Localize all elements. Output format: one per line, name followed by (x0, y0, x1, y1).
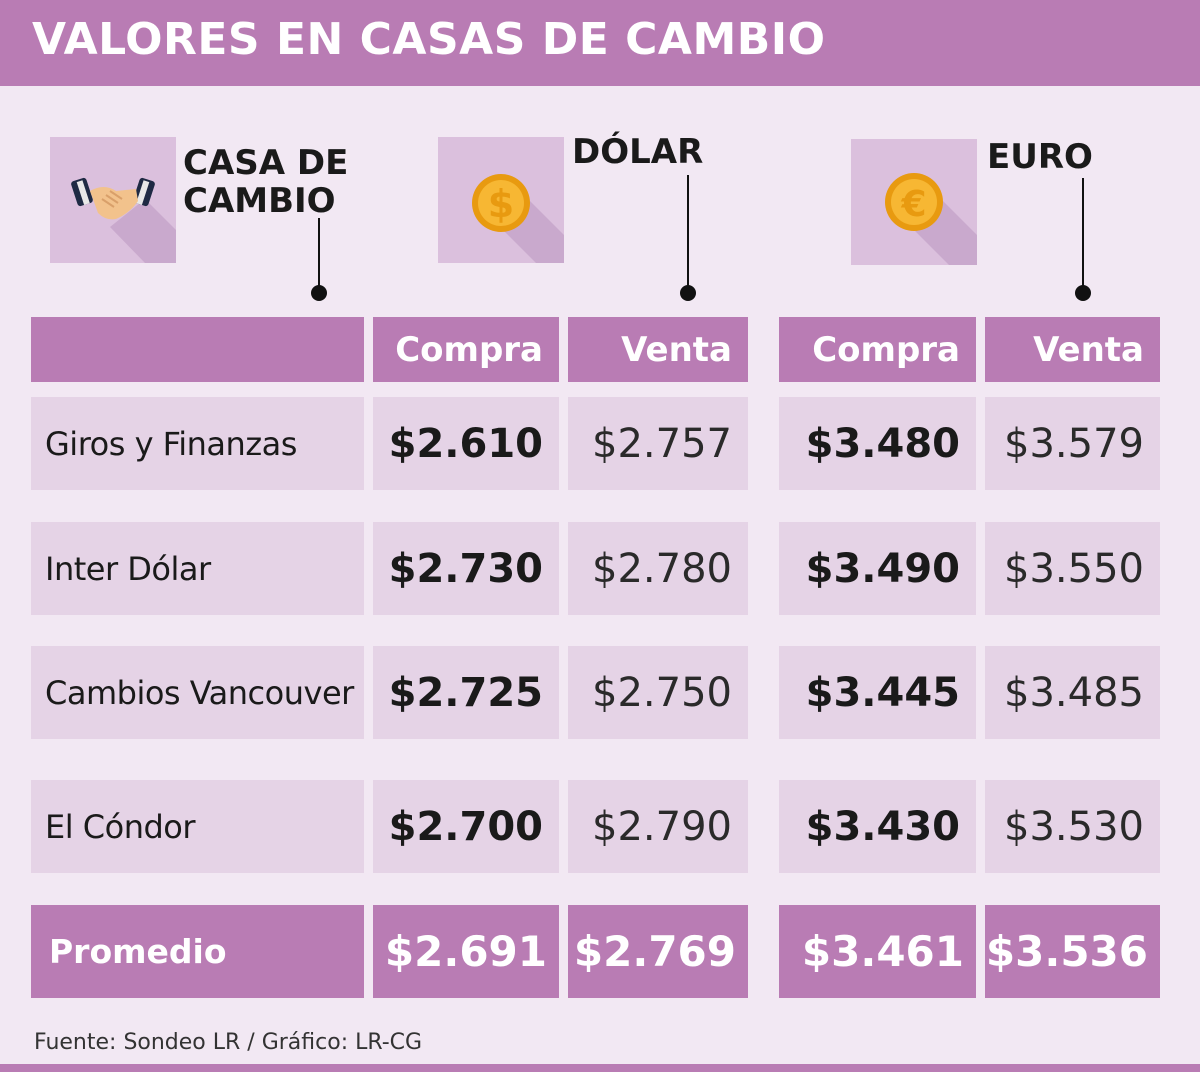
dolar-compra-value: $2.700 (373, 780, 559, 873)
dolar-venta-value: $2.780 (568, 522, 748, 615)
average-euro-compra: $3.461 (779, 905, 976, 998)
title-bar: VALORES EN CASAS DE CAMBIO (0, 0, 1200, 86)
dolar-venta-value: $2.790 (568, 780, 748, 873)
dolar-compra-value: $2.725 (373, 646, 559, 739)
euro-coin-icon: € (885, 173, 943, 231)
header-cell-name (31, 317, 364, 382)
col-label-euro: EURO (987, 137, 1093, 177)
euro-compra-value: $3.445 (779, 646, 976, 739)
svg-text:€: € (900, 184, 926, 225)
euro-venta-value: $3.530 (985, 780, 1160, 873)
leader-dot-dolar (680, 285, 696, 301)
leader-dot-casa (311, 285, 327, 301)
average-label: Promedio (31, 905, 364, 998)
dolar-compra-value: $2.610 (373, 397, 559, 490)
dollar-coin-icon: $ (472, 174, 530, 232)
euro-compra-value: $3.430 (779, 780, 976, 873)
euro-venta-value: $3.579 (985, 397, 1160, 490)
handshake-icon (71, 177, 155, 220)
dolar-icon-box: $ (438, 137, 564, 263)
euro-compra-value: $3.490 (779, 522, 976, 615)
dolar-compra-value: $2.730 (373, 522, 559, 615)
col-label-casa: CASA DE CAMBIO (183, 144, 348, 220)
svg-text:$: $ (488, 182, 514, 226)
row-name: Cambios Vancouver (31, 646, 364, 739)
euro-icon-box: € (851, 139, 977, 265)
row-name: Giros y Finanzas (31, 397, 364, 490)
euro-compra-value: $3.480 (779, 397, 976, 490)
leader-line-dolar (687, 175, 689, 290)
dolar-venta-value: $2.757 (568, 397, 748, 490)
col-label-casa-line1: CASA DE (183, 143, 349, 183)
header-euro-compra: Compra (779, 317, 976, 382)
col-label-dolar: DÓLAR (572, 132, 704, 172)
icon-shadow (110, 199, 176, 263)
euro-venta-value: $3.550 (985, 522, 1160, 615)
casa-icon-box (50, 137, 176, 263)
dolar-venta-value: $2.750 (568, 646, 748, 739)
leader-dot-euro (1075, 285, 1091, 301)
average-dolar-venta: $2.769 (568, 905, 748, 998)
average-dolar-compra: $2.691 (373, 905, 559, 998)
page-title: VALORES EN CASAS DE CAMBIO (32, 14, 826, 65)
average-euro-venta: $3.536 (985, 905, 1160, 998)
euro-venta-value: $3.485 (985, 646, 1160, 739)
bottom-bar (0, 1064, 1200, 1072)
row-name: El Cóndor (31, 780, 364, 873)
source-note: Fuente: Sondeo LR / Gráfico: LR-CG (34, 1030, 423, 1055)
header-dolar-venta: Venta (568, 317, 748, 382)
leader-line-casa (318, 218, 320, 290)
header-euro-venta: Venta (985, 317, 1160, 382)
col-label-casa-line2: CAMBIO (183, 181, 336, 221)
row-name: Inter Dólar (31, 522, 364, 615)
header-dolar-compra: Compra (373, 317, 559, 382)
leader-line-euro (1082, 178, 1084, 290)
